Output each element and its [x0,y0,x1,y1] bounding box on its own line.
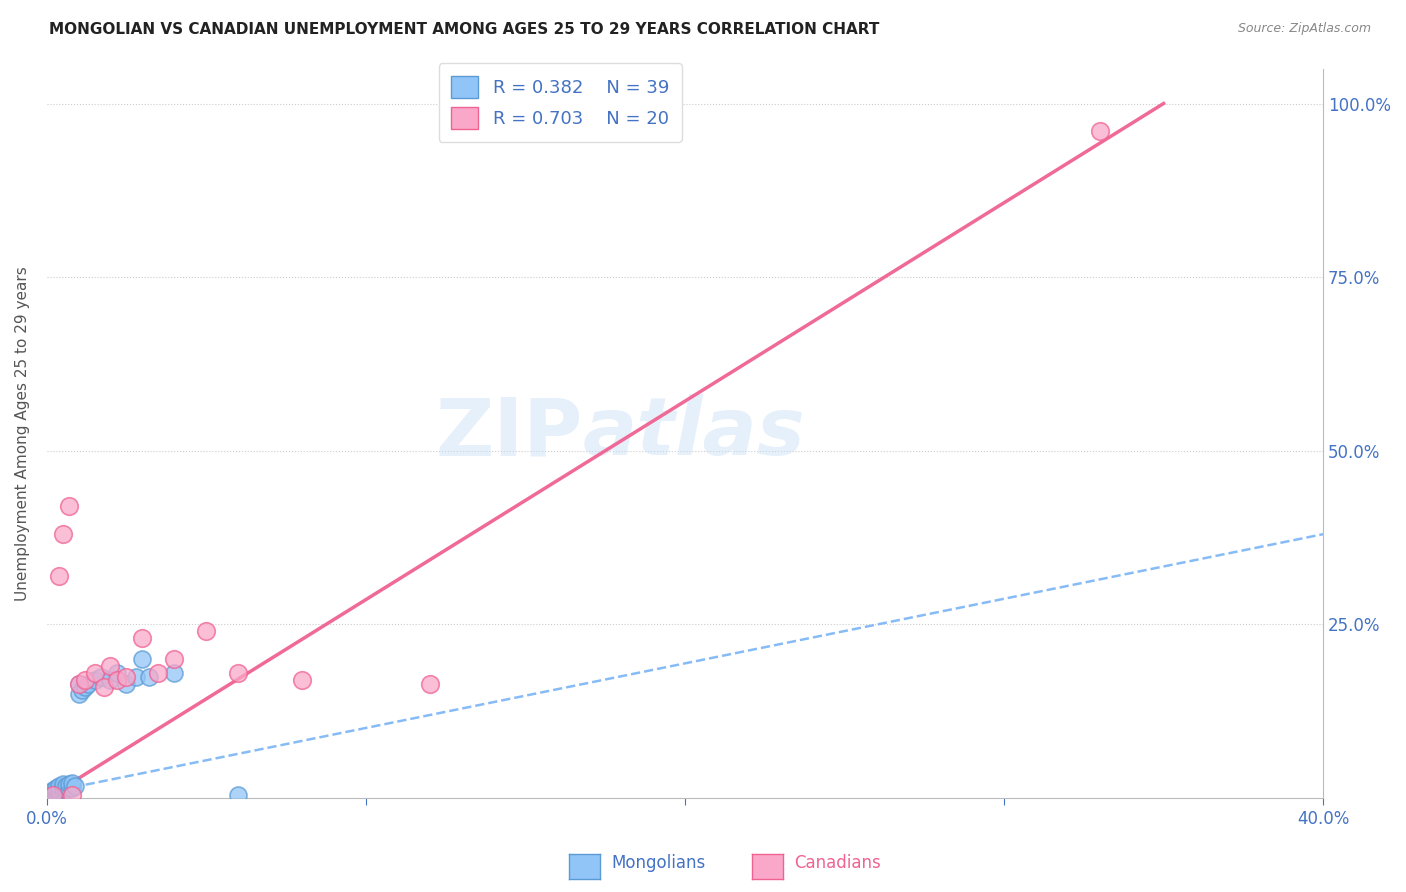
Point [52,777,75,791]
Point [60,780,83,795]
Point [52,780,75,795]
Point [67,676,90,690]
Point [48,786,70,800]
Point [70,683,93,698]
Point [65,779,87,793]
Point [100,673,122,687]
Point [58,777,80,791]
Point [226,666,249,681]
Point [45,782,67,797]
Text: Mongolians: Mongolians [612,855,706,872]
Point [48,782,70,797]
Point [125,669,148,683]
Point [105,666,128,681]
Point [90,669,112,683]
Point [38,789,60,803]
Point [38,788,60,802]
Point [52,784,75,798]
Point [163,652,186,666]
Point [42,787,65,801]
Point [115,669,138,683]
Point [163,666,186,681]
Point [45,788,67,802]
Point [93,680,115,694]
Point [226,788,249,802]
Point [67,676,90,690]
Point [83,673,105,687]
Point [60,776,83,790]
Point [83,666,105,681]
Point [1088,124,1111,138]
Text: Canadians: Canadians [794,855,882,872]
Point [45,780,67,795]
Point [131,652,153,666]
Point [73,673,96,687]
Y-axis label: Unemployment Among Ages 25 to 29 years: Unemployment Among Ages 25 to 29 years [15,266,30,601]
Point [419,676,441,690]
Text: Source: ZipAtlas.com: Source: ZipAtlas.com [1237,22,1371,36]
Point [42,789,65,803]
Point [58,780,80,795]
Point [48,779,70,793]
Point [291,673,314,687]
Point [77,676,100,690]
Point [48,569,70,583]
Point [115,676,138,690]
Point [52,527,75,541]
Point [60,788,83,802]
Point [58,500,80,514]
Point [42,788,65,802]
Point [38,786,60,800]
Point [105,673,128,687]
Point [100,659,122,673]
Text: MONGOLIAN VS CANADIAN UNEMPLOYMENT AMONG AGES 25 TO 29 YEARS CORRELATION CHART: MONGOLIAN VS CANADIAN UNEMPLOYMENT AMONG… [49,22,880,37]
Point [131,632,153,646]
Point [73,680,96,694]
Text: atlas: atlas [582,394,806,473]
Legend: R = 0.382    N = 39, R = 0.703    N = 20: R = 0.382 N = 39, R = 0.703 N = 20 [439,63,682,142]
Text: ZIP: ZIP [436,394,582,473]
Point [42,782,65,797]
Point [55,782,77,797]
Point [42,784,65,798]
Point [55,779,77,793]
Point [45,786,67,800]
Point [195,624,218,639]
Point [138,669,160,683]
Point [148,666,170,681]
Point [67,687,90,701]
